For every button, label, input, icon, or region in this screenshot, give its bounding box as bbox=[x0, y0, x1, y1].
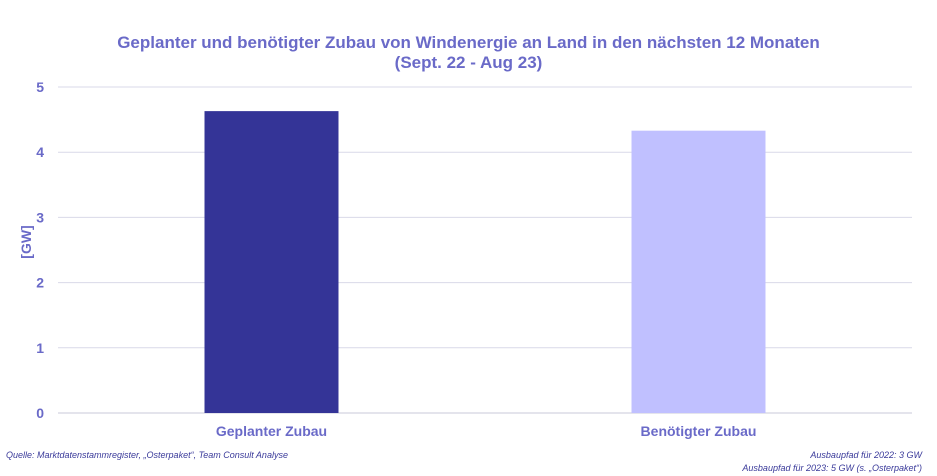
chart-title: Geplanter und benötigter Zubau von Winde… bbox=[0, 33, 937, 73]
y-tick-label: 1 bbox=[36, 340, 44, 356]
chart-title-line-2: (Sept. 22 - Aug 23) bbox=[394, 53, 543, 72]
y-tick-label: 4 bbox=[36, 144, 44, 160]
y-tick-label: 0 bbox=[36, 405, 44, 421]
y-tick-label: 3 bbox=[36, 209, 44, 225]
x-tick-label: Benötigter Zubau bbox=[641, 423, 757, 439]
bar-geplanter-zubau bbox=[204, 111, 339, 414]
expansion-path-2023-note: Ausbaupfad für 2023: 5 GW (s. „Osterpake… bbox=[742, 463, 922, 473]
x-axis-ticks: Geplanter Zubau Benötigter Zubau bbox=[216, 423, 757, 439]
expansion-path-2022-note: Ausbaupfad für 2022: 3 GW bbox=[810, 450, 922, 460]
source-note: Quelle: Marktdatenstammregister, „Osterp… bbox=[6, 450, 288, 460]
gridlines bbox=[58, 86, 912, 414]
x-tick-label: Geplanter Zubau bbox=[216, 423, 327, 439]
y-axis-label: [GW] bbox=[18, 225, 34, 259]
chart-title-line-1: Geplanter und benötigter Zubau von Winde… bbox=[117, 33, 820, 52]
y-tick-label: 2 bbox=[36, 275, 44, 291]
bar-benoetigter-zubau bbox=[631, 130, 766, 413]
y-tick-label: 5 bbox=[36, 79, 44, 95]
y-axis-ticks: 0 1 2 3 4 5 bbox=[36, 79, 44, 421]
bars bbox=[204, 111, 766, 414]
